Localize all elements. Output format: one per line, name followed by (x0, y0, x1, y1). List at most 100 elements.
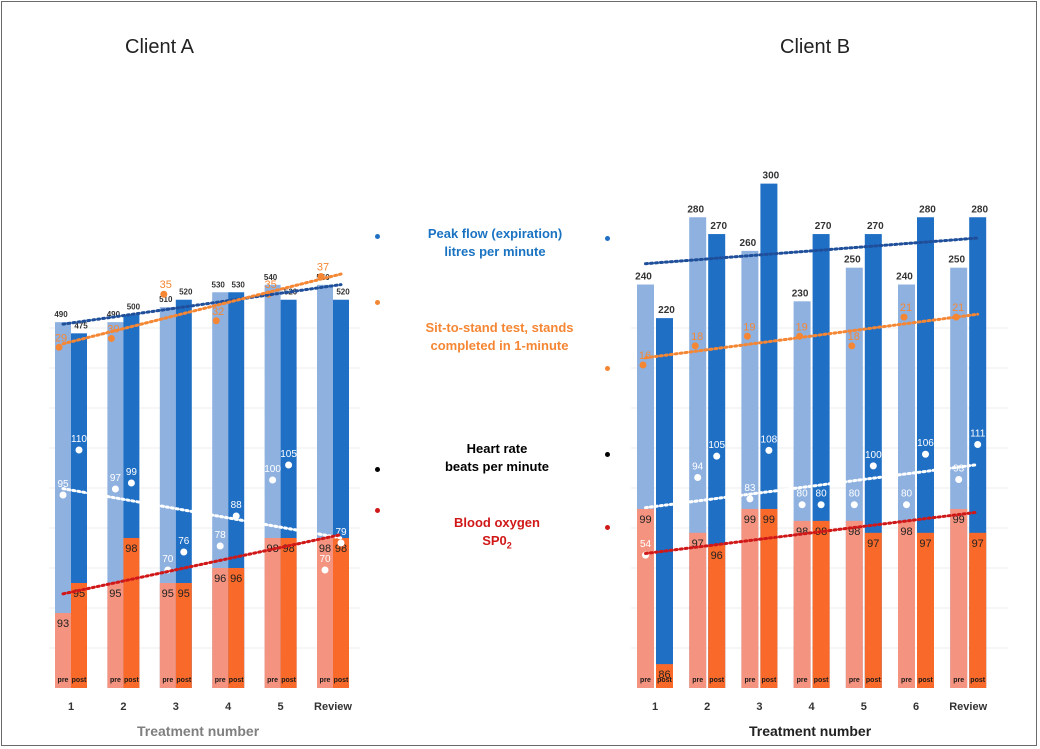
heart-rate-pre-label: 95 (57, 479, 69, 490)
heart-rate-pre-point (694, 474, 702, 482)
blood-oxygen-post-bar (656, 664, 673, 688)
heart-rate-pre-label: 97 (110, 473, 122, 484)
legend-dot-heart-rate-right (605, 452, 610, 457)
peak-flow-pre-label: 230 (792, 288, 809, 299)
heart-rate-post-point (127, 479, 135, 487)
blood-oxygen-pre-bar (950, 508, 968, 688)
pre-label: pre (58, 677, 69, 684)
peak-flow-post-label: 280 (971, 204, 988, 215)
heart-rate-post-point (285, 461, 293, 469)
blood-oxygen-post-label: 98 (125, 543, 137, 555)
heart-rate-pre-point (746, 495, 754, 503)
heart-rate-pre-label: 93 (953, 463, 965, 474)
peak-flow-pre-label: 540 (264, 273, 278, 282)
heart-rate-post-point (180, 548, 188, 556)
sit-to-stand-point (848, 342, 856, 350)
peak-flow-pre-label: 530 (212, 280, 226, 289)
post-label: post (918, 677, 933, 684)
heart-rate-post-point (922, 450, 929, 458)
sit-to-stand-point (160, 290, 168, 298)
peak-flow-post-label: 500 (127, 303, 141, 312)
pre-label: pre (797, 677, 808, 684)
legend-blood-oxygen-unit: SP0 (482, 533, 507, 548)
sit-to-stand-point (743, 332, 751, 340)
peak-flow-pre-label: 280 (687, 204, 704, 215)
blood-oxygen-post-bar (175, 583, 192, 688)
pre-label: pre (162, 677, 173, 684)
sit-to-stand-label: 21 (900, 302, 912, 314)
blood-oxygen-post-label: 98 (335, 543, 347, 555)
heart-rate-pre-point (903, 501, 910, 509)
blood-oxygen-post-bar (71, 583, 87, 688)
blood-oxygen-post-label: 97 (867, 538, 879, 550)
legend-peak-flow-line1: Peak flow (expiration) (427, 226, 563, 241)
x-tick-label: 4 (225, 701, 232, 713)
blood-oxygen-post-bar (760, 508, 778, 688)
peak-flow-post-label: 530 (232, 280, 246, 289)
heart-rate-post-label: 88 (231, 500, 243, 511)
peak-flow-post-label: 475 (74, 321, 88, 330)
blood-oxygen-post-label: 97 (919, 538, 931, 550)
sit-to-stand-trendline (644, 312, 980, 360)
peak-flow-pre-label: 250 (844, 255, 861, 266)
post-label: post (970, 677, 985, 684)
heart-rate-post-label: 79 (335, 527, 347, 538)
sit-to-stand-label: 21 (952, 302, 964, 314)
peak-flow-pre-bar (55, 322, 71, 688)
heart-rate-pre-point (111, 485, 119, 493)
peak-flow-trendline (61, 283, 343, 326)
sit-to-stand-label: 18 (691, 331, 703, 343)
blood-oxygen-pre-label: 95 (109, 588, 121, 600)
peak-flow-post-label: 270 (710, 221, 727, 232)
heart-rate-pre-label: 94 (692, 462, 704, 473)
sit-to-stand-point (212, 317, 220, 325)
legend-sit-to-stand-line2: completed in 1-minute (430, 338, 569, 353)
sit-to-stand-label: 18 (848, 331, 860, 343)
heart-rate-pre-label: 78 (215, 530, 227, 541)
heart-rate-pre-point (59, 491, 67, 499)
heart-rate-pre-point (798, 501, 806, 509)
heart-rate-post-point (75, 446, 83, 454)
heart-rate-post-label: 99 (126, 467, 138, 478)
heart-rate-pre-point (269, 476, 277, 484)
post-label: post (281, 677, 296, 684)
heart-rate-pre-label: 70 (162, 554, 174, 565)
blood-oxygen-pre-bar (741, 508, 759, 688)
x-tick-label: 2 (704, 701, 710, 713)
sit-to-stand-trendline (61, 272, 343, 346)
heart-rate-post-label: 105 (708, 440, 725, 451)
peak-flow-pre-label: 250 (948, 255, 965, 266)
x-tick-label: 4 (809, 701, 816, 713)
heart-rate-pre-point (216, 542, 224, 550)
heart-rate-post-label: 80 (816, 489, 828, 500)
pre-label: pre (110, 677, 121, 684)
heart-rate-post-point (765, 446, 773, 454)
blood-oxygen-pre-bar (55, 613, 71, 688)
sit-to-stand-label: 35 (160, 279, 172, 291)
peak-flow-post-label: 270 (867, 221, 884, 232)
legend-blood-oxygen-line2: SP02 (402, 532, 592, 555)
blood-oxygen-pre-bar (898, 520, 915, 688)
x-tick-label: 3 (756, 701, 762, 713)
blood-oxygen-pre-label: 93 (57, 618, 69, 630)
post-label: post (814, 677, 829, 684)
post-label: post (866, 677, 881, 684)
blood-oxygen-post-label: 99 (763, 514, 775, 526)
post-label: post (334, 677, 349, 684)
x-tick-label: Review (314, 701, 352, 713)
heart-rate-pre-point (955, 475, 963, 483)
peak-flow-pre-label: 240 (635, 272, 652, 283)
x-tick-label: Review (949, 701, 987, 713)
blood-oxygen-pre-bar (159, 583, 176, 688)
blood-oxygen-pre-label: 99 (744, 514, 756, 526)
sit-to-stand-label: 19 (743, 321, 755, 333)
peak-flow-post-label: 520 (179, 288, 193, 297)
sit-to-stand-label: 32 (212, 306, 224, 318)
legend-heart-rate-line2: beats per minute (444, 459, 550, 474)
heart-rate-pre-label: 100 (264, 464, 281, 475)
blood-oxygen-post-bar (812, 520, 830, 688)
legend-dot-peak-flow-right (605, 236, 610, 241)
blood-oxygen-trendline (61, 533, 343, 596)
heart-rate-post-point (232, 512, 240, 520)
